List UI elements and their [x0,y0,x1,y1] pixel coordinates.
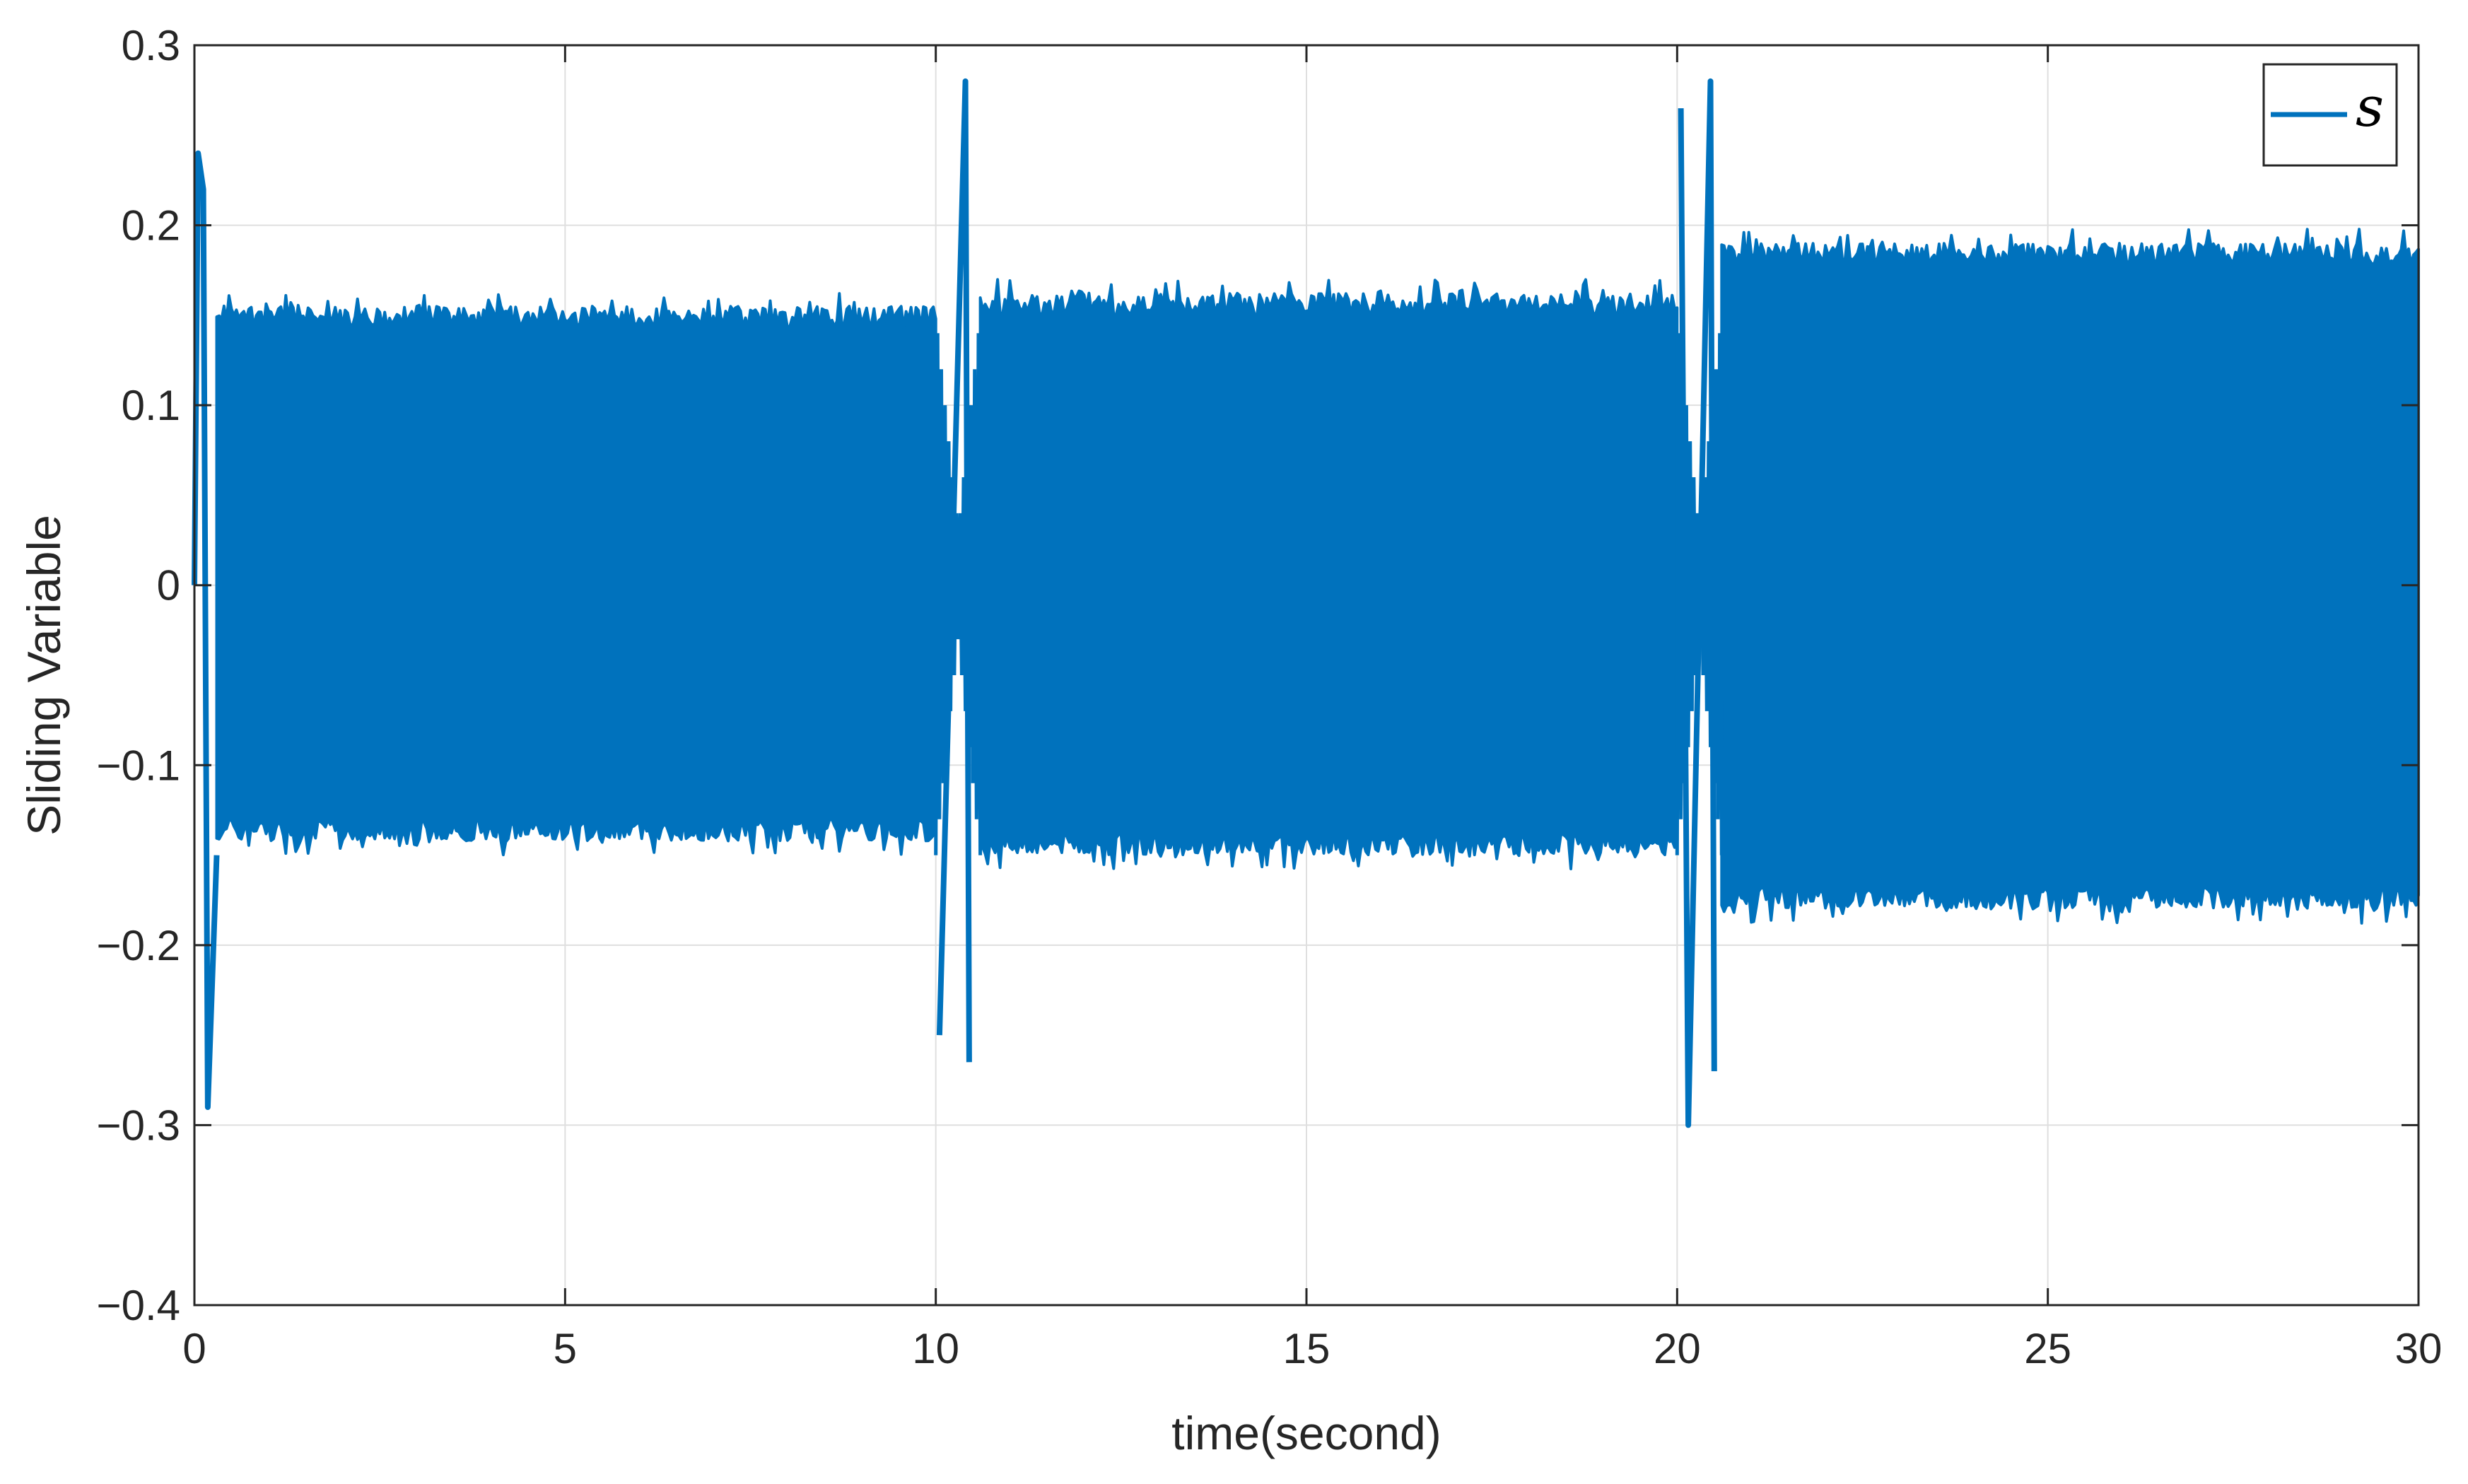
series-s [192,78,2420,1128]
transition-oscillation [1675,333,1724,855]
oscillation-band [978,278,1679,870]
y-tick-label: 0.2 [122,202,180,250]
x-tick-label: 5 [554,1325,577,1372]
y-tick-label: −0.2 [97,922,180,969]
y-tick-label: −0.3 [97,1102,180,1149]
x-tick-label: 10 [912,1325,959,1372]
y-axis-label: Sliding Variable [18,515,70,836]
tick-labels: 0 5 10 15 20 25 30 0.3 0.2 0.1 0 −0.1 −0.2 −0.3 −0.4 [97,22,2443,1372]
oscillation-band [1720,228,2420,925]
oscillation-band [215,292,937,857]
y-tick-label: 0.3 [122,22,180,69]
x-tick-label: 15 [1283,1325,1331,1372]
x-tick-label: 25 [2024,1325,2071,1372]
transition-oscillation [934,333,983,855]
x-tick-label: 0 [182,1325,206,1372]
x-axis-label: time(second) [1171,1407,1441,1459]
x-tick-label: 20 [1654,1325,1701,1372]
legend: s [2262,63,2398,167]
y-tick-label: 0 [157,562,180,609]
ticks [193,44,2420,1307]
y-tick-label: −0.1 [97,742,180,789]
x-tick-label: 30 [2395,1325,2443,1372]
legend-label-s: s [2356,76,2384,139]
transient-spike [192,150,220,1110]
y-tick-label: −0.4 [97,1282,180,1329]
series-layer [192,78,2420,1128]
y-tick-label: 0.1 [122,382,180,429]
